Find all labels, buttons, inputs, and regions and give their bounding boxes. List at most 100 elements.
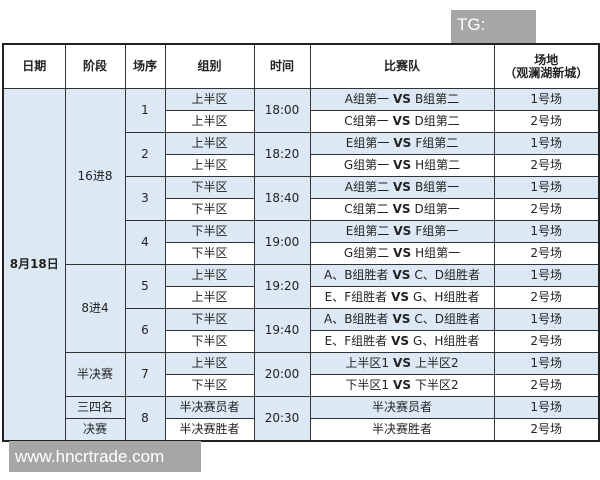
table-row: 三四名 8 半决赛员者 20:30 半决赛员者 1号场 xyxy=(3,396,600,442)
group-cell: 上半区 xyxy=(164,132,255,155)
venue-cell: 1号场 xyxy=(493,220,600,243)
venue-cell: 2号场 xyxy=(493,286,600,309)
team-a: E、F组胜者 xyxy=(324,334,388,348)
table-row: 下半区 G组第二 VS H组第一 2号场 xyxy=(3,242,600,265)
time-cell: 18:20 xyxy=(253,132,311,177)
time-cell: 20:00 xyxy=(253,352,311,397)
group-cell: 半决赛胜者 xyxy=(164,418,255,442)
table-row: 上半区 C组第一 VS D组第二 2号场 xyxy=(3,110,600,133)
team-b: 上半区2 xyxy=(414,356,459,370)
table-row: 8月18日 16进8 1 上半区 18:00 A组第一 VS B组第二 1号场 xyxy=(2,88,600,442)
team-a: G组第二 xyxy=(343,246,390,260)
teams-cell: C组第一 VS D组第二 xyxy=(309,110,495,133)
header-group: 组别 xyxy=(164,43,255,89)
vs-label: VS xyxy=(392,114,411,128)
vs-label: VS xyxy=(392,312,411,326)
group-cell: 上半区 xyxy=(164,154,255,177)
time-cell: 20:30 xyxy=(253,396,311,442)
group-cell: 上半区 xyxy=(164,110,255,133)
seq-cell: 6 xyxy=(124,308,166,353)
team-a: 下半区1 xyxy=(345,378,390,392)
team-b: H组第一 xyxy=(415,246,461,260)
table-row: 上半区 E、F组胜者 VS G、H组胜者 2号场 xyxy=(3,286,600,309)
team-a: A组第一 xyxy=(344,92,390,106)
venue-cell: 2号场 xyxy=(493,330,600,353)
table-row: 半决赛 7 上半区 20:00 上半区1 VS 上半区2 1号场 xyxy=(3,352,600,397)
venue-cell: 2号场 xyxy=(493,154,600,177)
teams-cell: A、B组胜者 VS C、D组胜者 xyxy=(309,264,495,287)
venue-cell: 1号场 xyxy=(493,396,600,419)
team-a: C组第一 xyxy=(344,114,389,128)
vs-label: VS xyxy=(391,290,410,304)
venue-cell: 2号场 xyxy=(493,110,600,133)
team-b: F组第二 xyxy=(415,136,459,150)
team-a: 上半区1 xyxy=(345,356,390,370)
table-row: 3 下半区 18:40 A组第二 VS B组第一 1号场 xyxy=(3,176,600,221)
venue-cell: 1号场 xyxy=(493,264,600,287)
teams-cell: A组第二 VS B组第一 xyxy=(309,176,495,199)
teams-cell: E组第一 VS F组第二 xyxy=(309,132,495,155)
venue-sublabel: （观澜湖新城） xyxy=(504,65,589,80)
seq-cell: 2 xyxy=(124,132,166,177)
table-row: 6 下半区 19:40 A、B组胜者 VS C、D组胜者 1号场 xyxy=(3,308,600,353)
header-teams: 比赛队 xyxy=(309,43,495,89)
group-cell: 下半区 xyxy=(164,308,255,331)
stage-cell: 8进4 xyxy=(64,264,126,353)
venue-cell: 1号场 xyxy=(493,88,600,111)
vs-label: VS xyxy=(393,356,411,370)
venue-cell: 2号场 xyxy=(493,418,600,442)
seq-cell: 4 xyxy=(124,220,166,265)
table-row: 决赛 半决赛胜者 半决赛胜者 2号场 xyxy=(3,418,600,442)
team-b: D组第二 xyxy=(414,114,460,128)
group-cell: 下半区 xyxy=(164,176,255,199)
time-cell: 19:00 xyxy=(253,220,311,265)
watermark-bottom: www.hncrtrade.com xyxy=(9,441,201,472)
group-cell: 上半区 xyxy=(164,352,255,375)
venue-cell: 1号场 xyxy=(493,176,600,199)
stage-cell: 三四名 xyxy=(64,396,126,419)
time-cell: 18:40 xyxy=(253,176,311,221)
team-b: C、D组胜者 xyxy=(414,268,480,282)
team-b: C、D组胜者 xyxy=(414,312,480,326)
stage-cell: 16进8 xyxy=(64,88,126,265)
team-a: E、F组胜者 xyxy=(324,290,388,304)
vs-label: VS xyxy=(393,158,412,172)
group-cell: 半决赛员者 xyxy=(164,396,255,419)
team-a: E组第一 xyxy=(345,136,390,150)
teams-cell: G组第一 VS H组第二 xyxy=(309,154,495,177)
header-date: 日期 xyxy=(2,43,66,89)
team-a: A组第二 xyxy=(344,180,390,194)
team-b: G、H组胜者 xyxy=(413,334,480,348)
team-a: G组第一 xyxy=(343,158,390,172)
team-b: B组第一 xyxy=(414,180,460,194)
vs-label: VS xyxy=(393,224,412,238)
group-cell: 下半区 xyxy=(164,242,255,265)
seq-cell: 7 xyxy=(124,352,166,397)
team-a: C组第二 xyxy=(344,202,389,216)
venue-cell: 1号场 xyxy=(493,308,600,331)
teams-cell: E、F组胜者 VS G、H组胜者 xyxy=(309,330,495,353)
schedule-table: 日期 阶段 场序 组别 时间 比赛队 场地 （观澜湖新城） 8月18日 16进8 1 上… xyxy=(2,43,600,442)
header-time: 时间 xyxy=(253,43,311,89)
team-b: B组第二 xyxy=(414,92,460,106)
table-row: 下半区 下半区1 VS 下半区2 2号场 xyxy=(3,374,600,397)
venue-cell: 2号场 xyxy=(493,242,600,265)
teams-cell: 半决赛胜者 xyxy=(309,418,495,442)
stage-cell: 半决赛 xyxy=(64,352,126,397)
group-cell: 上半区 xyxy=(164,286,255,309)
vs-label: VS xyxy=(393,180,411,194)
table-row: 8进4 5 上半区 19:20 A、B组胜者 VS C、D组胜者 1号场 xyxy=(3,264,600,353)
group-cell: 上半区 xyxy=(164,264,255,287)
teams-cell: 半决赛员者 xyxy=(309,396,495,419)
time-cell: 19:40 xyxy=(253,308,311,353)
venue-cell: 1号场 xyxy=(493,132,600,155)
team-b: G、H组胜者 xyxy=(413,290,480,304)
table-row: 下半区 E、F组胜者 VS G、H组胜者 2号场 xyxy=(3,330,600,353)
header-venue: 场地 （观澜湖新城） xyxy=(493,43,600,89)
team-b: D组第一 xyxy=(414,202,460,216)
teams-cell: 下半区1 VS 下半区2 xyxy=(309,374,495,397)
team-a: A、B组胜者 xyxy=(323,268,389,282)
venue-label: 场地 xyxy=(534,52,559,67)
group-cell: 下半区 xyxy=(164,330,255,353)
date-cell: 8月18日 xyxy=(2,88,66,442)
